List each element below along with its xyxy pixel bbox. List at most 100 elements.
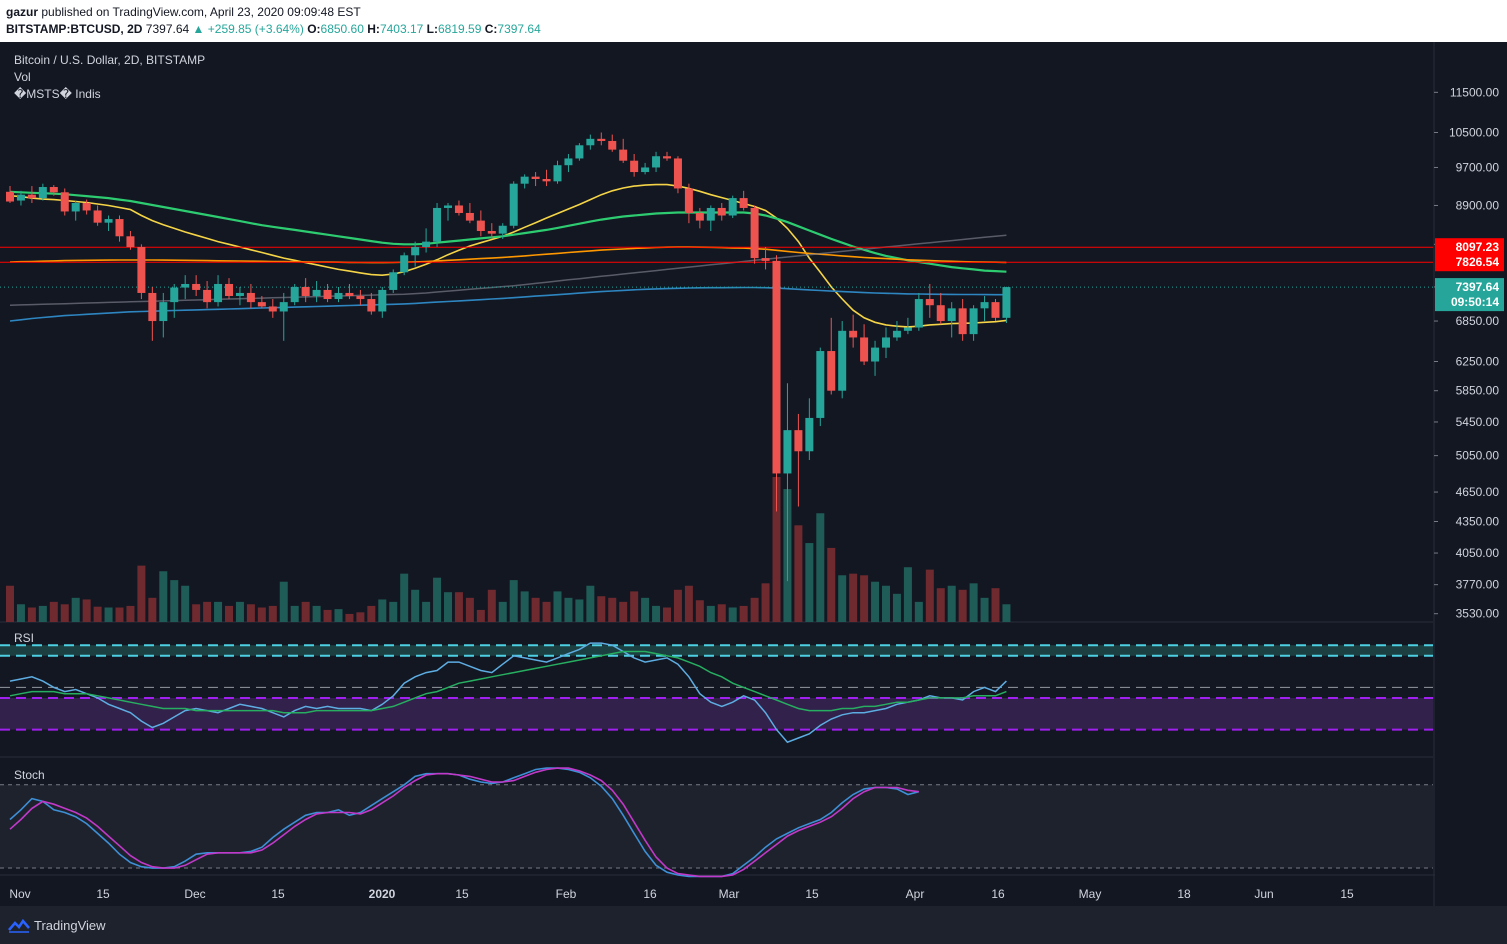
candle-body[interactable] [695, 212, 704, 221]
candle-body[interactable] [126, 236, 135, 248]
candle-body[interactable] [115, 219, 124, 237]
candle-body[interactable] [542, 178, 551, 182]
candle-body[interactable] [301, 286, 310, 296]
candle-body[interactable] [531, 176, 540, 179]
tradingview-brand[interactable]: TradingView [34, 918, 106, 933]
candle-body[interactable] [520, 176, 529, 184]
candle-body[interactable] [487, 230, 496, 234]
legend-title[interactable]: Bitcoin / U.S. Dollar, 2D, BITSTAMP [14, 53, 205, 67]
candle-body[interactable] [465, 212, 474, 221]
candle-body[interactable] [400, 255, 409, 273]
candle-body[interactable] [619, 149, 628, 161]
candle-body[interactable] [641, 167, 650, 173]
candle-body[interactable] [761, 258, 770, 261]
tradingview-logo-icon[interactable] [8, 918, 30, 934]
candle-body[interactable] [422, 241, 431, 248]
candle-body[interactable] [345, 292, 354, 296]
candle-body[interactable] [553, 165, 562, 182]
price-label[interactable]: 7397.64 [1456, 280, 1500, 294]
candle-body[interactable] [871, 347, 880, 362]
candle-body[interactable] [849, 330, 858, 338]
publisher-name[interactable]: gazur [6, 5, 39, 19]
candle-body[interactable] [279, 302, 288, 312]
candle-body[interactable] [936, 305, 945, 322]
candle-body[interactable] [706, 207, 715, 221]
candle-body[interactable] [60, 192, 69, 212]
candle-body[interactable] [225, 283, 233, 296]
candle-body[interactable] [630, 160, 639, 173]
candle-body[interactable] [816, 351, 825, 418]
candle-body[interactable] [739, 198, 748, 208]
candle-body[interactable] [181, 283, 190, 288]
candle-body[interactable] [882, 337, 890, 348]
candle-body[interactable] [652, 156, 661, 168]
candle-body[interactable] [444, 205, 452, 208]
candle-body[interactable] [312, 289, 321, 296]
candle-body[interactable] [838, 330, 847, 391]
candle-body[interactable] [104, 219, 113, 223]
candles-layer[interactable] [6, 132, 1011, 582]
candle-body[interactable] [433, 207, 442, 242]
candle-body[interactable] [575, 145, 584, 159]
candle-body[interactable] [214, 283, 223, 303]
candle-body[interactable] [82, 202, 91, 211]
candle-body[interactable] [367, 299, 376, 312]
candle-body[interactable] [38, 187, 47, 199]
candle-body[interactable] [608, 140, 617, 150]
rsi-title[interactable]: RSI [14, 631, 34, 645]
candle-body[interactable] [509, 183, 518, 226]
candle-body[interactable] [49, 187, 58, 193]
candle-body[interactable] [991, 302, 1000, 318]
candle-body[interactable] [958, 308, 967, 335]
candle-body[interactable] [717, 207, 726, 216]
candle-body[interactable] [257, 302, 266, 307]
candle-body[interactable] [203, 289, 212, 303]
candle-body[interactable] [947, 308, 956, 322]
candle-body[interactable] [192, 283, 201, 290]
candle-body[interactable] [597, 138, 606, 141]
candle-body[interactable] [564, 158, 573, 166]
candle-body[interactable] [6, 191, 14, 202]
candle-body[interactable] [71, 202, 80, 212]
time-axis[interactable]: Nov 15 Dec 15 2020 15 Feb 16 Mar 15 Apr 16 May 18 Jun 1… [9, 887, 1354, 901]
candle-body[interactable] [827, 351, 836, 391]
stoch-title[interactable]: Stoch [14, 768, 45, 782]
candle-body[interactable] [93, 210, 102, 223]
candle-body[interactable] [246, 292, 255, 303]
candle-body[interactable] [914, 299, 923, 328]
candle-body[interactable] [454, 205, 463, 213]
legend-vol[interactable]: Vol [14, 70, 31, 84]
candle-body[interactable] [498, 225, 507, 234]
candle-body[interactable] [980, 302, 989, 309]
candle-body[interactable] [323, 289, 332, 300]
candle-body[interactable] [750, 207, 759, 259]
candle-body[interactable] [783, 430, 792, 474]
ticker-symbol[interactable]: BITSTAMP:BTCUSD, 2D [6, 22, 143, 36]
candle-body[interactable] [794, 430, 803, 452]
candle-body[interactable] [16, 194, 25, 201]
price-label[interactable]: 8097.23 [1456, 240, 1500, 254]
candle-body[interactable] [728, 198, 737, 216]
candle-body[interactable] [903, 327, 912, 331]
candle-body[interactable] [969, 308, 978, 335]
price-label[interactable]: 09:50:14 [1451, 295, 1499, 309]
candle-body[interactable] [1002, 287, 1011, 318]
price-label[interactable]: 7826.54 [1456, 255, 1500, 269]
candle-body[interactable] [27, 194, 36, 199]
candle-body[interactable] [772, 260, 781, 474]
candle-body[interactable] [673, 158, 682, 189]
candle-body[interactable] [586, 138, 595, 146]
candle-body[interactable] [378, 289, 387, 312]
candle-body[interactable] [476, 220, 485, 231]
candle-body[interactable] [268, 306, 277, 312]
candle-body[interactable] [925, 299, 934, 306]
legend-indis[interactable]: �MSTS� Indis [14, 87, 101, 101]
candle-body[interactable] [860, 337, 869, 362]
candle-body[interactable] [334, 292, 343, 300]
candle-body[interactable] [389, 272, 398, 290]
candle-body[interactable] [159, 302, 168, 322]
candle-body[interactable] [170, 287, 179, 303]
